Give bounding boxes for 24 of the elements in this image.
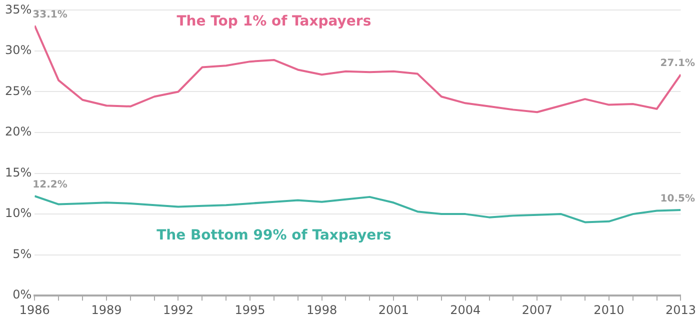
x-tick-label: 1992 — [162, 302, 194, 317]
y-tick-label: 5% — [12, 246, 32, 261]
x-tick-label: 2013 — [665, 302, 696, 317]
x-tick-label: 1986 — [19, 302, 50, 317]
x-tick-label: 2010 — [594, 302, 624, 317]
y-tick-label: 35% — [5, 2, 32, 16]
y-tick-label: 10% — [5, 206, 32, 220]
y-tick-label: 15% — [5, 165, 32, 180]
data-label: 12.2% — [32, 180, 68, 191]
y-tick-label: 30% — [5, 43, 32, 58]
y-tick-label: 25% — [5, 84, 32, 98]
x-tick-label: 2004 — [450, 302, 481, 317]
data-label: 27.1% — [660, 58, 696, 70]
x-tick-label: 1998 — [306, 302, 338, 317]
text: The Top 1% of Taxpayers — [176, 14, 372, 30]
data-label: 33.1% — [32, 9, 68, 20]
series-label: The Bottom 99% of Taxpayers — [156, 227, 392, 244]
x-tick-label: 2001 — [378, 302, 409, 317]
x-tick-label: 1989 — [91, 302, 122, 317]
x-tick-label: 2007 — [522, 302, 552, 317]
y-tick-label: 20% — [5, 124, 32, 139]
data-label: 10.5% — [660, 194, 696, 205]
y-tick-label: 0% — [12, 288, 32, 302]
x-tick-label: 1995 — [234, 302, 266, 317]
